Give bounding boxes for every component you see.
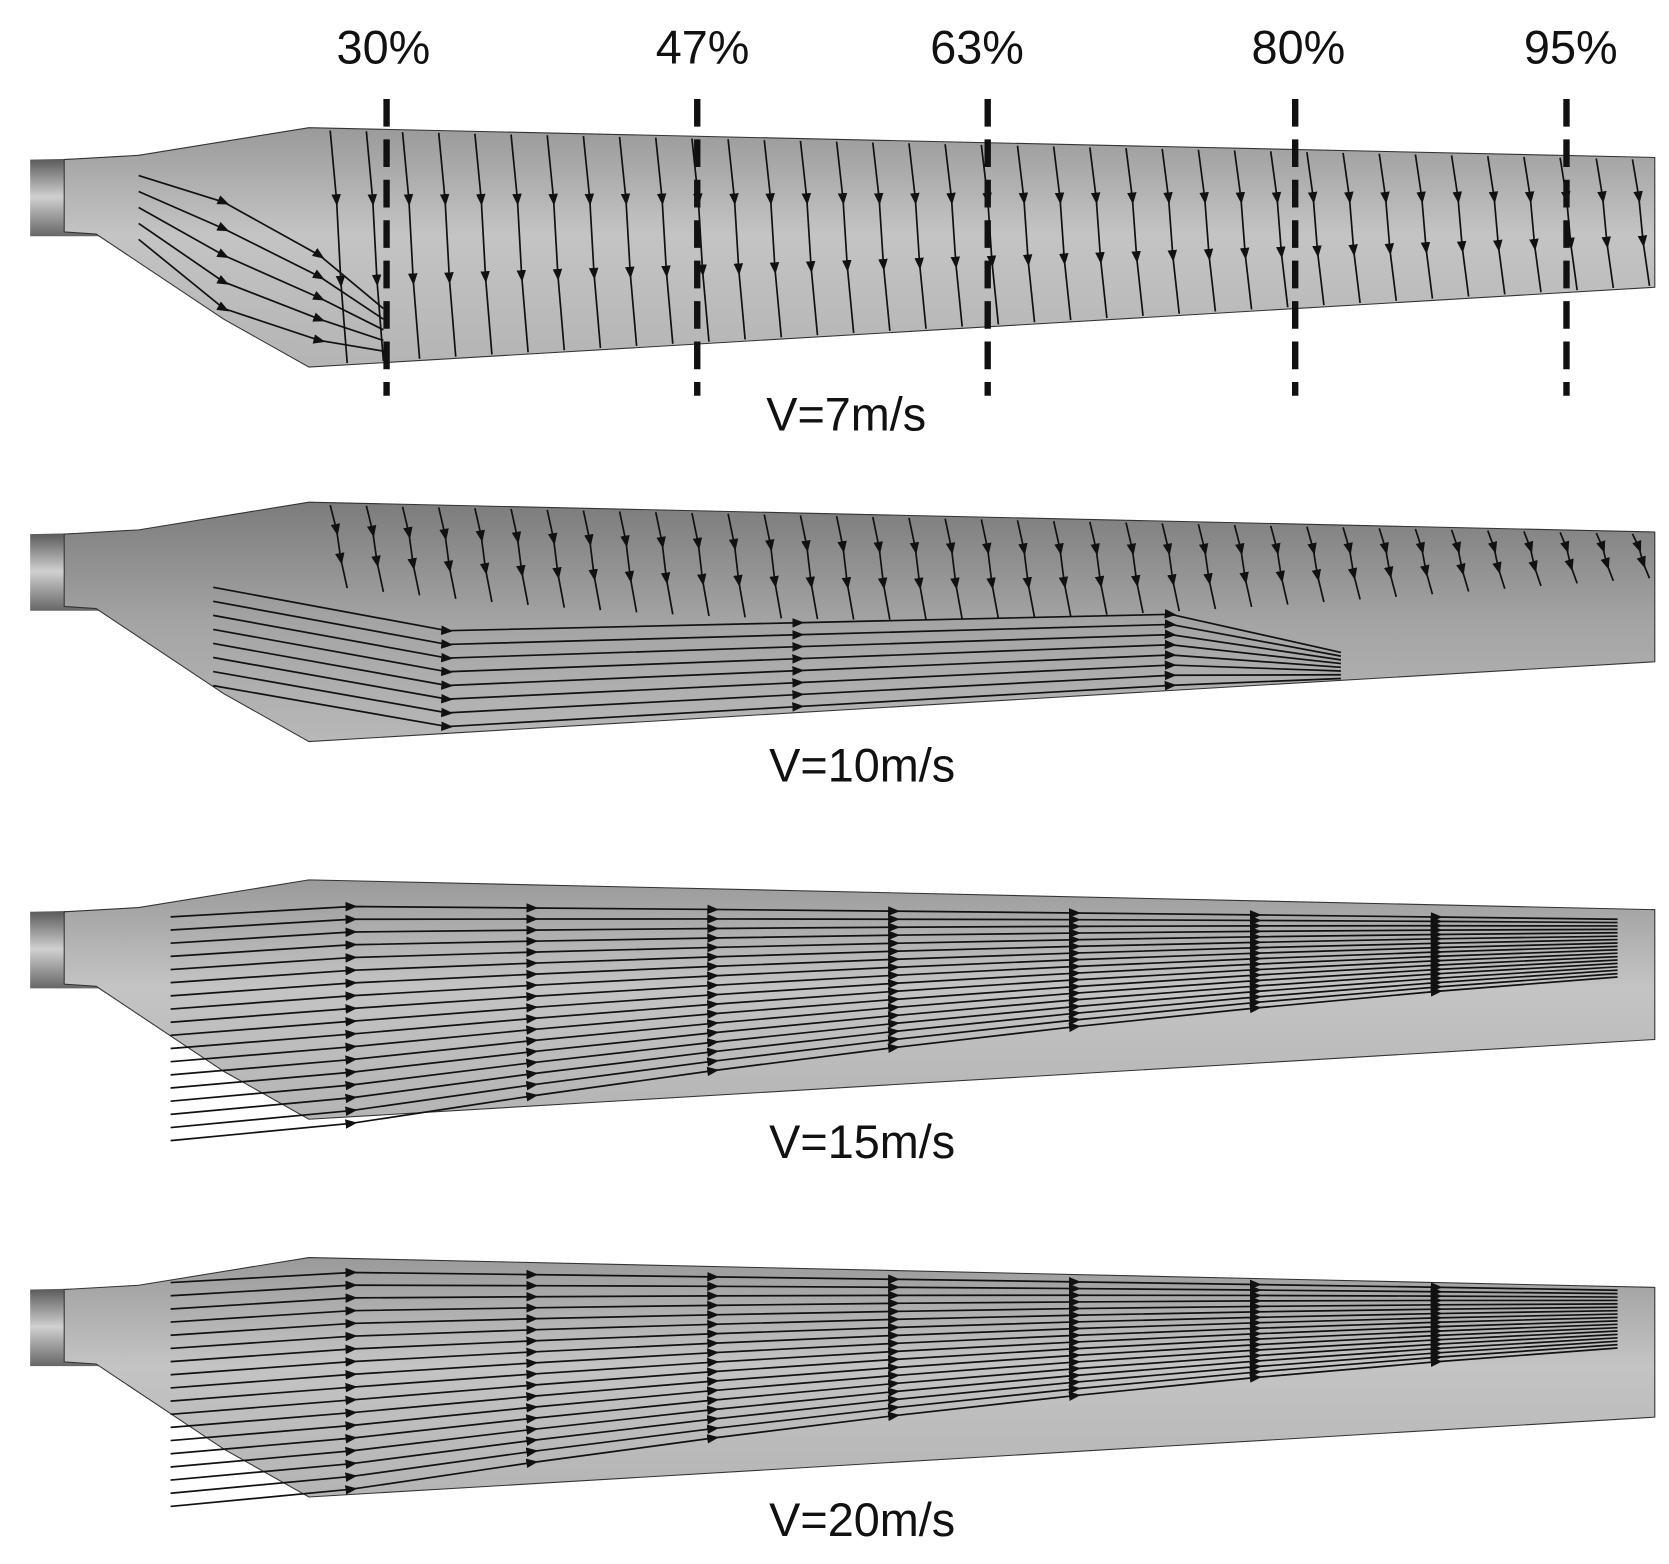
blade [30,127,1656,368]
streamline [1486,530,1506,590]
streamline [1089,147,1108,319]
streamline [618,136,638,346]
streamline [1125,147,1144,316]
streamline [1016,145,1036,323]
streamline [871,142,891,331]
section-label: 63% [930,21,1024,73]
streamline [1486,155,1506,295]
blades [30,127,1656,1508]
streamline [835,516,855,620]
streamline [980,519,1000,619]
streamline [1450,155,1470,297]
streamline [474,508,493,603]
streamline [1233,150,1253,310]
streamline [944,518,964,620]
section-label: 80% [1252,21,1346,73]
streamline [835,141,855,334]
section-label: 47% [656,21,750,73]
panel-label: V=10m/s [769,740,955,792]
blade [30,879,1656,1142]
streamline [1595,532,1615,582]
panel-label: V=15m/s [769,1116,955,1168]
streamline [654,512,674,615]
streamline [437,132,457,357]
streamline [1523,531,1542,587]
streamline [401,506,421,596]
section-lines [383,98,1570,396]
streamline [365,505,385,593]
streamline [474,133,493,355]
streamline [1414,528,1434,595]
streamline [1161,523,1181,612]
streamline [1161,148,1181,314]
streamline [1269,525,1289,605]
streamline [437,507,457,599]
streamline [1378,527,1398,598]
streamline [1052,146,1072,321]
streamline [908,143,927,329]
streamline [871,516,891,620]
streamline [727,139,746,340]
panel-label: V=7m/s [766,388,926,440]
streamline [510,508,529,606]
streamline [654,137,674,344]
streamline [138,238,384,352]
streamline [1306,152,1325,306]
streamline [1631,159,1651,287]
streamline [582,135,602,349]
streamline [329,130,349,364]
streamline [618,511,638,613]
panel-label: V=20m/s [769,1494,955,1546]
streamline [944,144,964,327]
streamline [546,509,566,608]
streamline [1269,151,1289,308]
streamline [1342,152,1361,304]
streamline [1306,526,1325,603]
streamline [582,510,602,611]
blade-surface [63,127,1656,368]
streamline [170,1347,1618,1508]
streamline [510,134,529,353]
streamline [401,132,421,359]
streamline [1197,523,1217,610]
streamline [546,135,566,351]
streamline [365,131,385,361]
streamline [1052,520,1072,617]
blade [30,501,1656,743]
streamline [1016,520,1036,618]
streamline [170,976,1618,1142]
streamline [727,513,746,618]
streamline [799,515,819,620]
streamline [763,140,783,338]
streamline [1089,521,1108,615]
streamline [1523,156,1542,293]
streamline [1595,158,1615,289]
streamline [763,514,783,619]
streamline [1559,531,1578,584]
streamline [213,677,1341,731]
streamline [1414,154,1434,299]
streamline [1233,524,1253,608]
streamline [1125,522,1144,614]
streamline [1197,149,1217,312]
streamline [1342,527,1361,600]
blade [30,1257,1656,1508]
streamline [329,504,349,589]
streamline [691,512,710,617]
streamline [908,517,927,620]
streamline [1450,529,1470,592]
streamline [1631,533,1651,579]
streamline [1378,153,1398,301]
section-label: 30% [337,21,431,73]
streamline [138,222,384,342]
streamline [799,140,819,336]
section-label: 95% [1524,21,1618,73]
